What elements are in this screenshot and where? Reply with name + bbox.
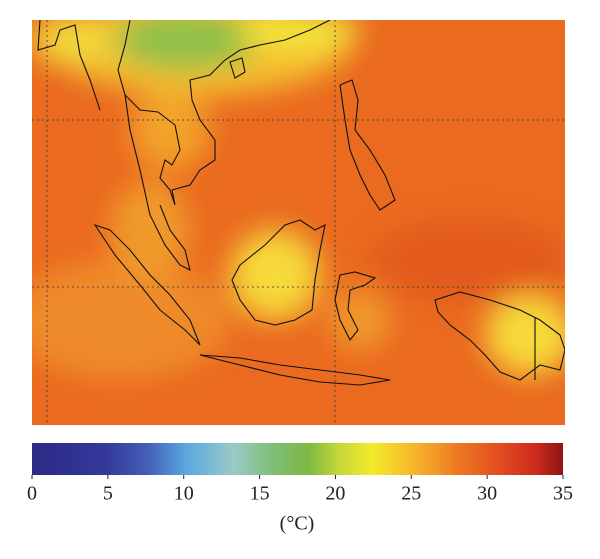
tick-label: 15 — [250, 483, 270, 505]
colorbar-label: (°C) — [280, 513, 315, 535]
tick-label: 20 — [325, 483, 345, 505]
tick-label: 30 — [477, 483, 497, 505]
tick-label: 35 — [553, 483, 573, 505]
tick-label: 25 — [401, 483, 421, 505]
tick-label: 0 — [27, 483, 37, 505]
tick-label: 5 — [103, 483, 113, 505]
colorbar — [32, 443, 563, 475]
tick-label: 10 — [174, 483, 194, 505]
temperature-map — [32, 20, 565, 425]
